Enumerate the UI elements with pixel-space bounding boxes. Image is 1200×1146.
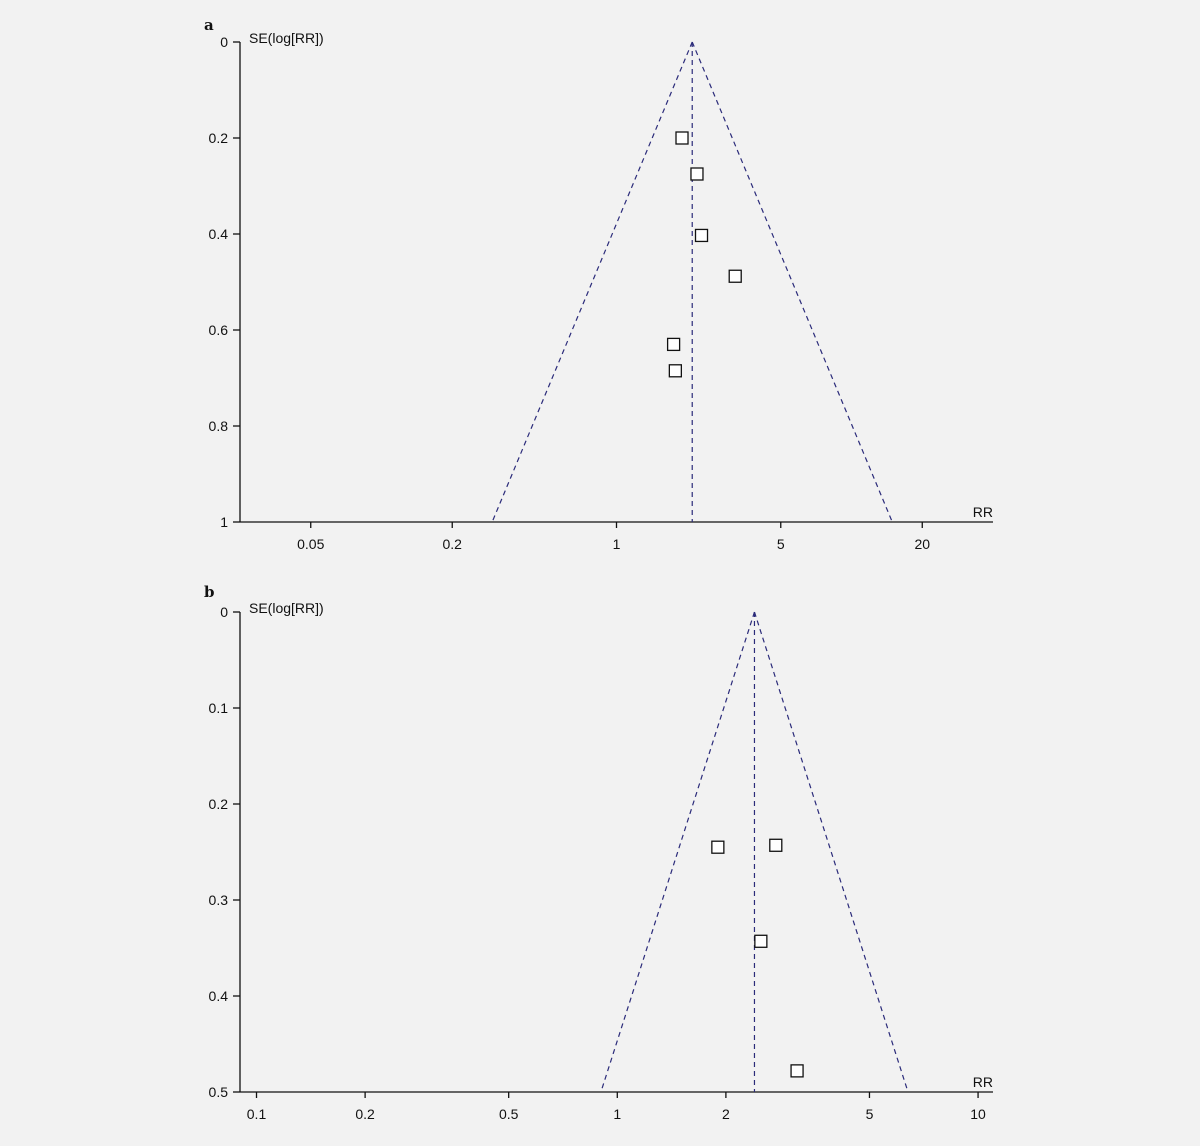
study-marker	[690, 167, 704, 181]
y-tick-label: 0.3	[209, 892, 229, 908]
y-tick-label: 1	[220, 514, 228, 530]
x-axis-title: RR	[973, 1074, 993, 1090]
y-tick-label: 0.1	[209, 700, 229, 716]
study-marker	[668, 364, 683, 378]
funnel-plot-b: b0 0.1 0.2 0.3 0.4 0.5 0.1 0.2 0.5 1 2 5 10 SE(log[RR…	[204, 583, 993, 1122]
funnel-left-bound	[600, 611, 756, 1093]
funnel-plot-a: a0 0.2 0.4 0.6 0.8 1 0.05 0.2 1 5 20 SE(log[RR]) RR	[204, 16, 993, 552]
funnel-right-bound	[691, 41, 893, 523]
y-tick-label: 0.5	[209, 1084, 229, 1100]
y-tick-label: 0.4	[209, 988, 229, 1004]
y-tick-label: 0	[220, 34, 228, 50]
y-tick-label: 0.6	[209, 322, 229, 338]
x-tick-label: 2	[722, 1106, 730, 1122]
x-tick-label: 10	[970, 1106, 986, 1122]
study-marker	[711, 840, 725, 854]
y-tick-label: 0.8	[209, 418, 229, 434]
study-marker	[728, 269, 742, 283]
study-marker	[754, 934, 768, 948]
y-axis-title: SE(log[RR])	[249, 30, 324, 46]
x-tick-label: 1	[613, 1106, 621, 1122]
y-tick-label: 0	[220, 604, 228, 620]
x-axis-title: RR	[973, 504, 993, 520]
x-tick-label: 5	[866, 1106, 874, 1122]
study-marker	[675, 131, 689, 145]
study-marker	[666, 337, 681, 352]
x-tick-label: 5	[777, 536, 785, 552]
x-tick-label: 0.2	[355, 1106, 375, 1122]
y-axis-title: SE(log[RR])	[249, 600, 324, 616]
x-tick-label: 0.1	[247, 1106, 267, 1122]
funnel-left-bound	[491, 41, 693, 523]
study-marker	[790, 1064, 804, 1078]
y-tick-label: 0.4	[209, 226, 229, 242]
funnel-right-bound	[753, 611, 909, 1093]
x-tick-label: 1	[613, 536, 621, 552]
panel-label: a	[204, 16, 214, 34]
x-tick-label: 0.2	[443, 536, 463, 552]
panel-label: b	[204, 583, 215, 601]
y-tick-label: 0.2	[209, 130, 229, 146]
x-tick-label: 20	[914, 536, 930, 552]
study-marker	[769, 838, 783, 852]
y-tick-label: 0.2	[209, 796, 229, 812]
x-tick-label: 0.5	[499, 1106, 519, 1122]
x-tick-label: 0.05	[297, 536, 324, 552]
study-marker	[694, 228, 709, 243]
